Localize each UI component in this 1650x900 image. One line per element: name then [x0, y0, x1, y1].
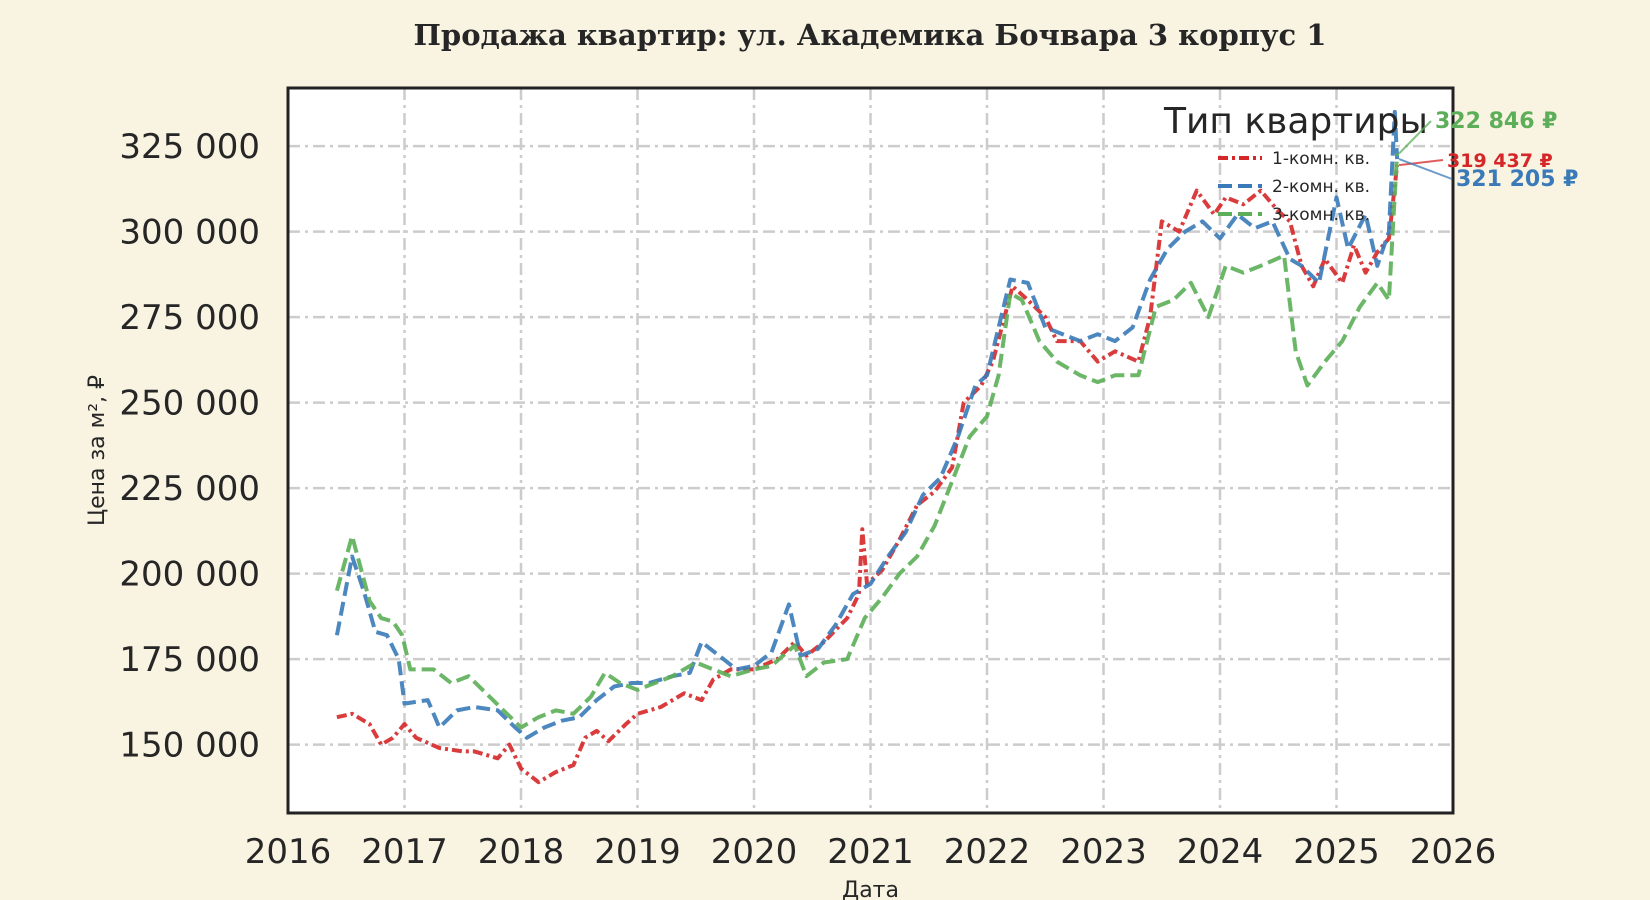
chart-title: Продажа квартир: ул. Академика Бочвара 3…: [413, 18, 1327, 52]
x-tick-label: 2021: [827, 832, 914, 872]
plot-frame: [286, 86, 1455, 815]
y-axis-ticks: 150 000 175 000 200 000 225 000 250 000 275 0…: [119, 127, 260, 765]
y-tick-label: 200 000: [119, 555, 260, 595]
y-axis-label: Цена за м², ₽: [85, 375, 110, 526]
end-value-label: 321 205 ₽: [1456, 167, 1578, 192]
x-axis-label: Дата: [842, 878, 899, 900]
legend-label: 2-комн. кв.: [1272, 177, 1370, 197]
y-tick-label: 300 000: [119, 213, 260, 253]
end-label-connector: [1398, 120, 1432, 155]
legend-label: 3-комн. кв.: [1272, 205, 1370, 225]
end-labels: 319 437 ₽321 205 ₽ 322 846 ₽: [1398, 109, 1578, 192]
y-tick-label: 250 000: [119, 384, 260, 424]
x-axis-ticks: 2016 2017 2018 2019 2020 2021 2022 2023 2024 2025…: [245, 832, 1497, 872]
x-tick-label: 2026: [1410, 832, 1497, 872]
series-line-2: [334, 109, 1400, 740]
x-tick-label: 2024: [1177, 832, 1264, 872]
y-tick-label: 150 000: [119, 726, 260, 766]
end-label-connector: [1398, 159, 1444, 167]
x-tick-label: 2017: [361, 832, 448, 872]
x-tick-label: 2019: [594, 832, 681, 872]
y-tick-label: 225 000: [119, 469, 260, 509]
x-tick-label: 2025: [1293, 832, 1380, 872]
series-line-1: [336, 164, 1400, 785]
legend-label: 1-комн. кв.: [1272, 149, 1370, 169]
series-line-3: [334, 153, 1400, 730]
end-value-label: 322 846 ₽: [1435, 109, 1557, 134]
end-label-connector: [1398, 158, 1453, 180]
legend: Тип квартиры 1-комн. кв. 2-комн. кв. 3-ком…: [1163, 101, 1428, 225]
y-tick-label: 275 000: [119, 298, 260, 338]
end-value-label: 319 437 ₽: [1447, 150, 1553, 172]
y-tick-label: 175 000: [119, 640, 260, 680]
x-tick-label: 2020: [711, 832, 798, 872]
series-lines: [334, 109, 1400, 785]
x-tick-label: 2022: [944, 832, 1031, 872]
x-tick-label: 2016: [245, 832, 332, 872]
legend-title: Тип квартиры: [1163, 101, 1428, 142]
x-tick-label: 2018: [478, 832, 565, 872]
y-tick-label: 325 000: [119, 127, 260, 167]
x-tick-label: 2023: [1060, 832, 1147, 872]
